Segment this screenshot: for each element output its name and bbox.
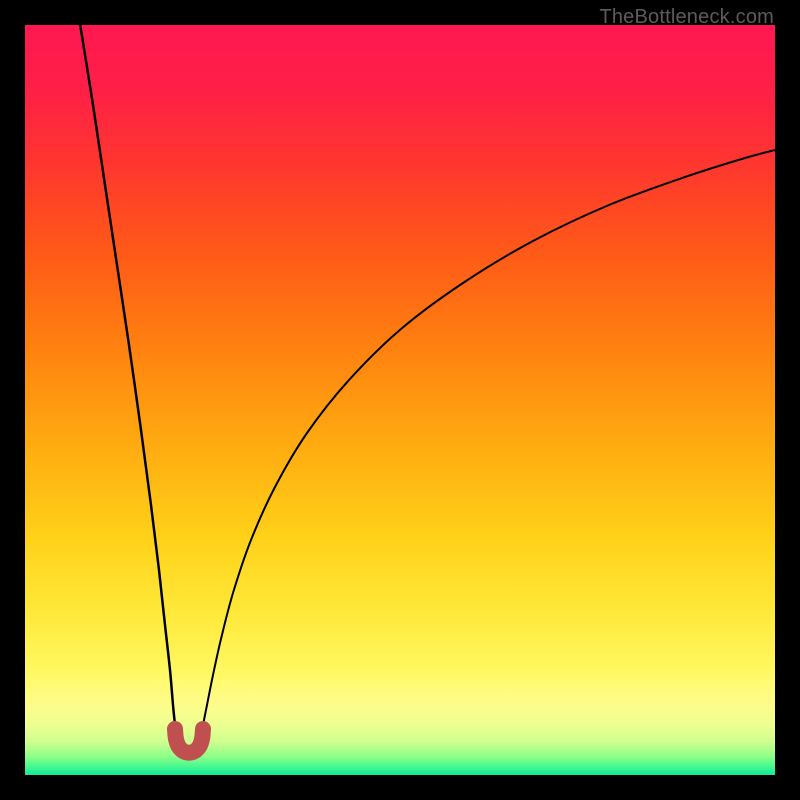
bottleneck-curve bbox=[25, 25, 775, 775]
left-curve bbox=[71, 25, 176, 735]
trough-marker bbox=[175, 729, 203, 753]
right-curve bbox=[201, 142, 775, 735]
watermark-text: TheBottleneck.com bbox=[599, 6, 774, 29]
plot-area bbox=[25, 25, 775, 775]
chart-frame: TheBottleneck.com bbox=[0, 0, 800, 800]
